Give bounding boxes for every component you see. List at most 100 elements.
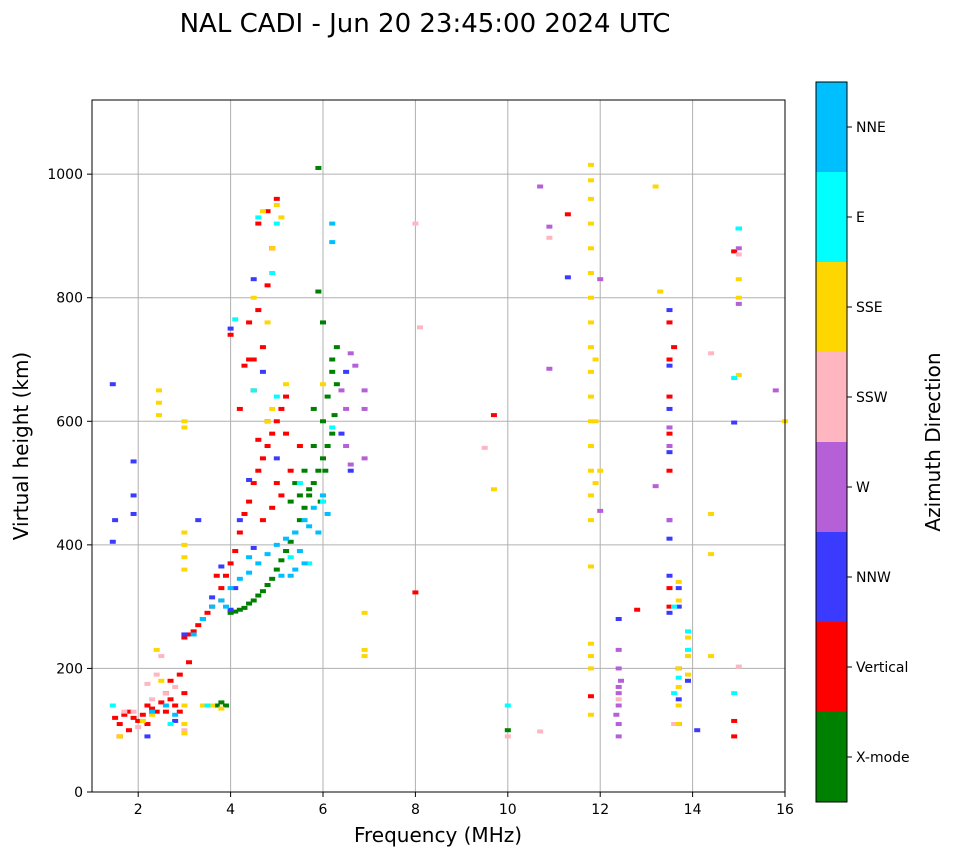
- data-point-sse: [278, 215, 285, 220]
- data-point-e: [269, 271, 276, 275]
- data-point-w: [361, 388, 368, 393]
- data-point-x-mode: [218, 700, 225, 705]
- data-point-sse: [675, 684, 682, 689]
- data-point-sse: [587, 345, 594, 350]
- data-point-x-mode: [333, 382, 340, 387]
- data-point-vertical: [671, 345, 678, 350]
- data-point-vertical: [144, 722, 151, 727]
- data-point-nnw: [666, 308, 673, 313]
- data-point-sse: [684, 635, 691, 640]
- grid-lines: [92, 100, 786, 793]
- x-tick-label: 12: [591, 802, 609, 818]
- data-point-nnw: [666, 406, 673, 411]
- data-point-sse: [592, 357, 599, 362]
- data-point-sse: [259, 209, 266, 214]
- data-point-sse: [587, 271, 594, 275]
- data-point-nnw: [130, 511, 137, 516]
- data-point-nne: [292, 567, 299, 572]
- colorbar-tick-label: W: [856, 480, 870, 496]
- data-point-x-mode: [320, 456, 326, 461]
- data-point-nnw: [112, 518, 119, 523]
- data-point-vertical: [666, 320, 673, 325]
- data-point-w: [597, 277, 604, 282]
- data-point-w: [615, 703, 622, 708]
- plot-frame: [91, 99, 786, 793]
- data-point-vertical: [218, 586, 225, 591]
- data-point-x-mode: [292, 481, 299, 486]
- data-points: [109, 162, 788, 739]
- data-point-nnw: [259, 369, 266, 374]
- data-point-vertical: [259, 345, 266, 350]
- data-point-vertical: [296, 444, 303, 448]
- data-point-nne: [149, 709, 156, 714]
- y-tick-label: 200: [56, 661, 83, 677]
- data-point-w: [735, 246, 742, 251]
- data-point-x-mode: [310, 444, 317, 448]
- data-point-e: [250, 388, 257, 393]
- data-point-nne: [255, 561, 262, 566]
- data-point-x-mode: [287, 539, 294, 544]
- data-point-e: [675, 675, 682, 680]
- data-point-x-mode: [259, 589, 266, 594]
- data-point-vertical: [144, 703, 151, 708]
- data-point-w: [615, 666, 622, 671]
- data-point-vertical: [186, 660, 193, 665]
- x-tick-label: 4: [226, 802, 235, 818]
- data-point-nnw: [109, 539, 116, 544]
- data-point-sse: [587, 712, 594, 717]
- data-point-sse: [587, 394, 594, 399]
- colorbar-segment-sse: [816, 262, 847, 352]
- data-point-nnw: [338, 431, 345, 436]
- data-point-nne: [246, 555, 253, 560]
- data-point-w: [343, 406, 350, 411]
- data-point-nnw: [232, 586, 239, 591]
- data-point-nne: [329, 240, 336, 245]
- data-point-vertical: [264, 283, 271, 288]
- data-point-vertical: [278, 493, 285, 498]
- data-point-sse: [587, 221, 594, 226]
- data-point-sse: [587, 518, 594, 523]
- data-point-sse: [587, 419, 594, 424]
- data-point-nnw: [343, 369, 350, 374]
- data-point-nne: [292, 530, 299, 535]
- data-point-e: [273, 221, 280, 226]
- data-point-x-mode: [306, 487, 313, 492]
- data-point-sse: [587, 246, 594, 251]
- x-tick-label: 16: [776, 802, 794, 818]
- data-point-vertical: [153, 709, 160, 714]
- data-point-nnw: [666, 450, 673, 455]
- data-point-e: [167, 722, 174, 727]
- data-point-nnw: [130, 493, 137, 498]
- data-point-nne: [209, 604, 216, 609]
- data-point-x-mode: [227, 610, 234, 615]
- data-point-sse: [587, 641, 594, 646]
- data-point-vertical: [564, 212, 571, 217]
- data-point-vertical: [222, 573, 229, 578]
- data-point-x-mode: [504, 728, 511, 733]
- data-point-sse: [218, 706, 225, 711]
- x-tick-label: 6: [319, 802, 328, 818]
- data-point-nne: [172, 712, 179, 717]
- data-point-e: [731, 691, 738, 696]
- data-point-e: [296, 481, 303, 486]
- data-point-vertical: [255, 308, 262, 313]
- data-point-sse: [675, 703, 682, 708]
- data-point-nne: [218, 598, 225, 603]
- data-point-vertical: [666, 431, 673, 436]
- data-point-vertical: [149, 706, 156, 711]
- data-point-x-mode: [310, 406, 317, 411]
- data-point-vertical: [666, 468, 673, 473]
- colorbar-segment-ssw: [816, 352, 847, 442]
- data-point-nne: [287, 573, 294, 578]
- data-point-x-mode: [320, 320, 326, 325]
- data-point-w: [597, 508, 604, 513]
- data-point-ssw: [735, 664, 742, 669]
- data-point-x-mode: [241, 605, 248, 610]
- data-point-e: [329, 425, 336, 430]
- data-point-x-mode: [250, 598, 257, 603]
- data-point-sse: [652, 184, 659, 189]
- data-point-nne: [301, 518, 308, 523]
- data-point-vertical: [283, 394, 290, 399]
- data-point-vertical: [587, 694, 594, 699]
- data-point-w: [615, 691, 622, 696]
